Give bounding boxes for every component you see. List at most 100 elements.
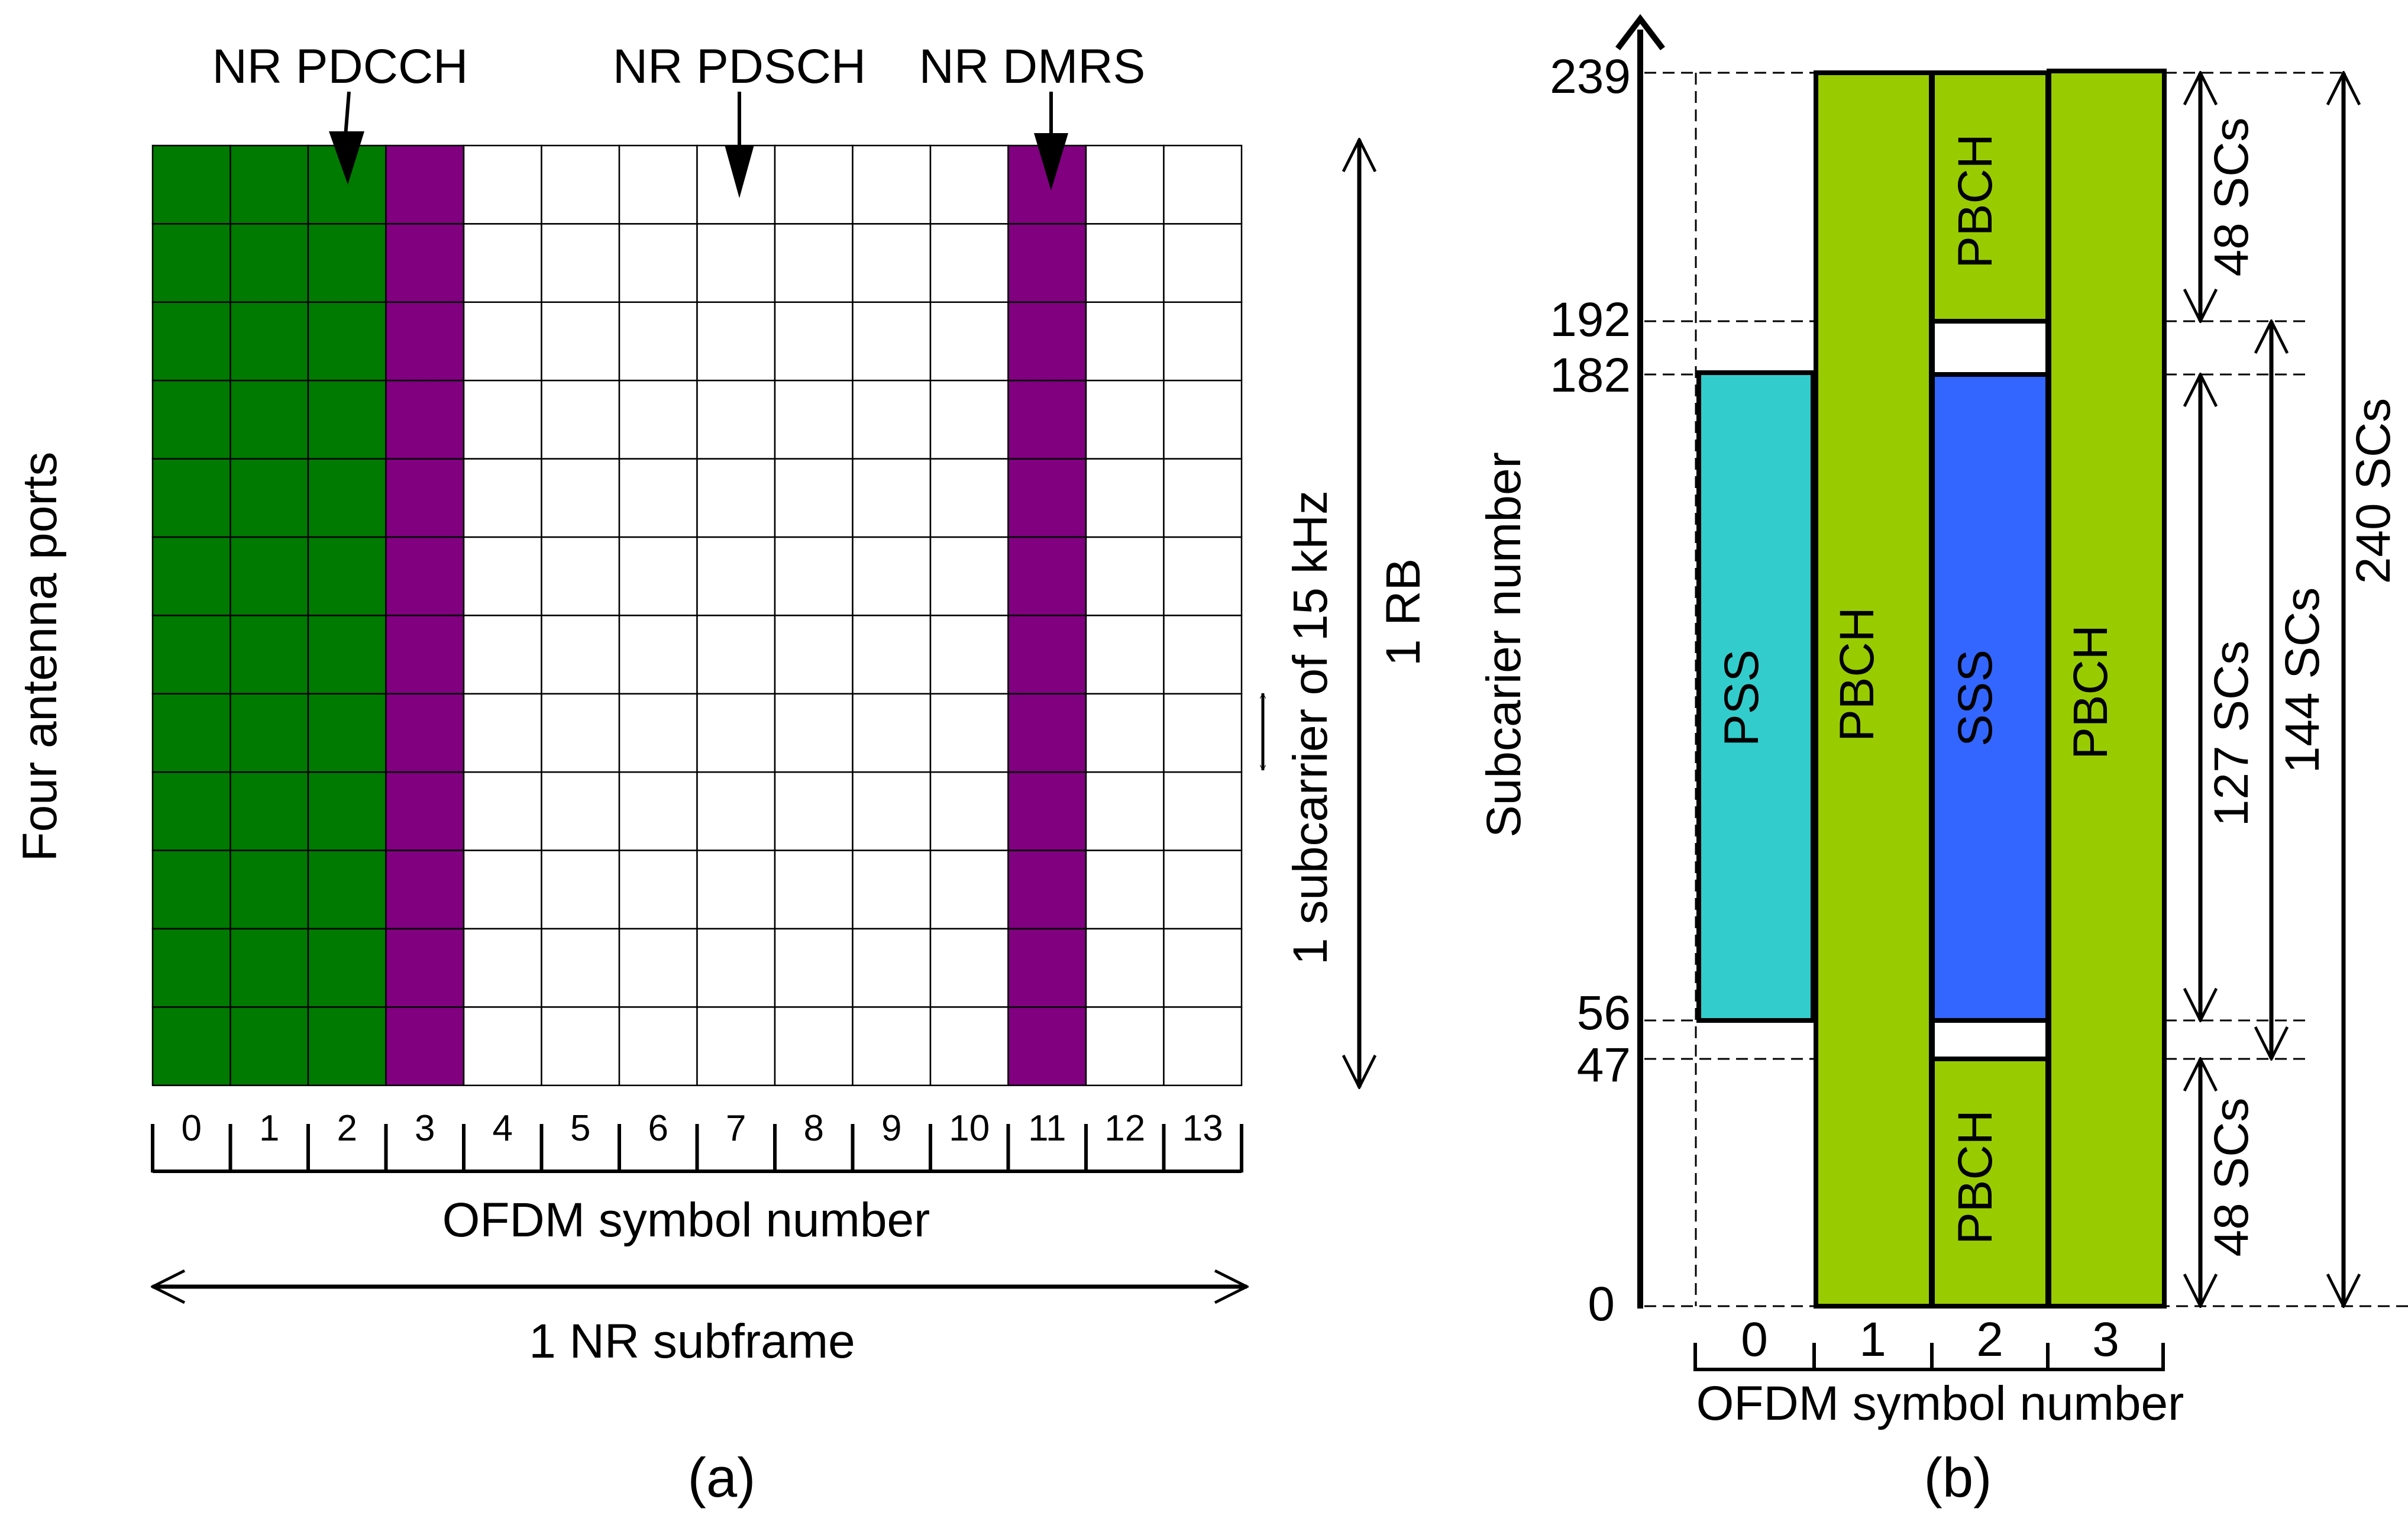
resource-element [463,928,542,1008]
resource-element [385,379,465,460]
resource-element [230,536,309,616]
resource-element [774,379,854,460]
resource-element [307,379,387,460]
resource-element [929,144,1009,225]
resource-element [230,849,309,930]
resource-element [696,928,776,1008]
y-tick-182: 182 [1550,348,1631,402]
resource-element [1085,849,1165,930]
resource-element [1007,536,1087,616]
resource-element [385,223,465,303]
resource-element [929,536,1009,616]
resource-element [463,144,542,225]
resource-element [151,615,231,695]
resource-element [463,458,542,538]
resource-element [929,771,1009,851]
pbch-label-top: PBCH [1948,134,2002,269]
y-tick-192: 192 [1550,293,1631,347]
caption-b: (b) [1924,1446,1992,1508]
resource-element [696,301,776,382]
resource-element [1085,928,1165,1008]
resource-element [1163,458,1243,538]
resource-element [618,301,698,382]
resource-element [1085,223,1165,303]
pdsch-arrow [725,92,754,198]
subframe-label: 1 NR subframe [529,1314,855,1368]
resource-element [307,849,387,930]
resource-element [774,301,854,382]
symbol-tick-label: 9 [881,1108,901,1149]
symbol-axis-b [1693,1343,2165,1371]
resource-element [307,928,387,1008]
symbol-tick-label: 8 [804,1108,824,1149]
resource-element [151,1006,231,1087]
resource-element [929,223,1009,303]
resource-element [151,144,231,225]
symbol-tick-label: 6 [648,1108,668,1149]
resource-element [1163,615,1243,695]
resource-element [618,223,698,303]
y-axis-label-b: Subcarier number [1477,452,1531,838]
resource-element [1163,849,1243,930]
resource-element [1007,223,1087,303]
subcarrier-axis [1615,14,1665,1309]
guard-band-bottom [1930,1018,2050,1061]
pbch-block-symbol-1 [1814,70,1934,1309]
resource-element [463,379,542,460]
resource-element [929,928,1009,1008]
resource-element [385,771,465,851]
y-tick-0: 0 [1588,1277,1615,1331]
resource-element [230,615,309,695]
resource-element [1163,536,1243,616]
resource-element [307,693,387,773]
resource-element [774,615,854,695]
resource-element [230,379,309,460]
resource-element [307,223,387,303]
resource-element [696,458,776,538]
resource-element [852,458,932,538]
resource-element [541,536,620,616]
resource-element [696,771,776,851]
resource-element [385,1006,465,1087]
resource-element [230,928,309,1008]
resource-element [618,928,698,1008]
resource-element [385,458,465,538]
y-axis-label: Four antenna ports [13,452,67,862]
resource-element [1007,615,1087,695]
resource-element [151,458,231,538]
resource-element [1163,379,1243,460]
resource-element [541,693,620,773]
resource-element [541,928,620,1008]
resource-element [1085,301,1165,382]
resource-element [230,301,309,382]
symbol-tick-label: 5 [570,1108,590,1149]
resource-element [463,536,542,616]
resource-element [852,379,932,460]
caption-a: (a) [688,1446,756,1508]
resource-element [1007,1006,1087,1087]
resource-element [1085,693,1165,773]
resource-element [1007,458,1087,538]
guard-band-top [1930,319,2050,377]
resource-element [929,615,1009,695]
resource-element [852,536,932,616]
resource-element [1085,144,1165,225]
resource-element [618,615,698,695]
resource-element [696,223,776,303]
resource-element [1085,615,1165,695]
resource-element [774,771,854,851]
resource-element [151,223,231,303]
resource-element [696,379,776,460]
span-127-label: 127 SCs [2205,641,2258,827]
resource-element [151,536,231,616]
symbol-tick-label: 3 [415,1108,435,1149]
span-48-top-label: 48 SCs [2205,118,2258,277]
symbol-tick-label: 10 [949,1108,990,1149]
resource-element [463,223,542,303]
rb-label: 1 RB [1376,558,1430,666]
symbol-tick-b-3: 3 [2092,1313,2119,1367]
resource-element [1085,458,1165,538]
resource-element [1085,771,1165,851]
symbol-tick-b-1: 1 [1859,1313,1886,1367]
subcarrier-label: 1 subcarrier of 15 kHz [1284,490,1337,965]
